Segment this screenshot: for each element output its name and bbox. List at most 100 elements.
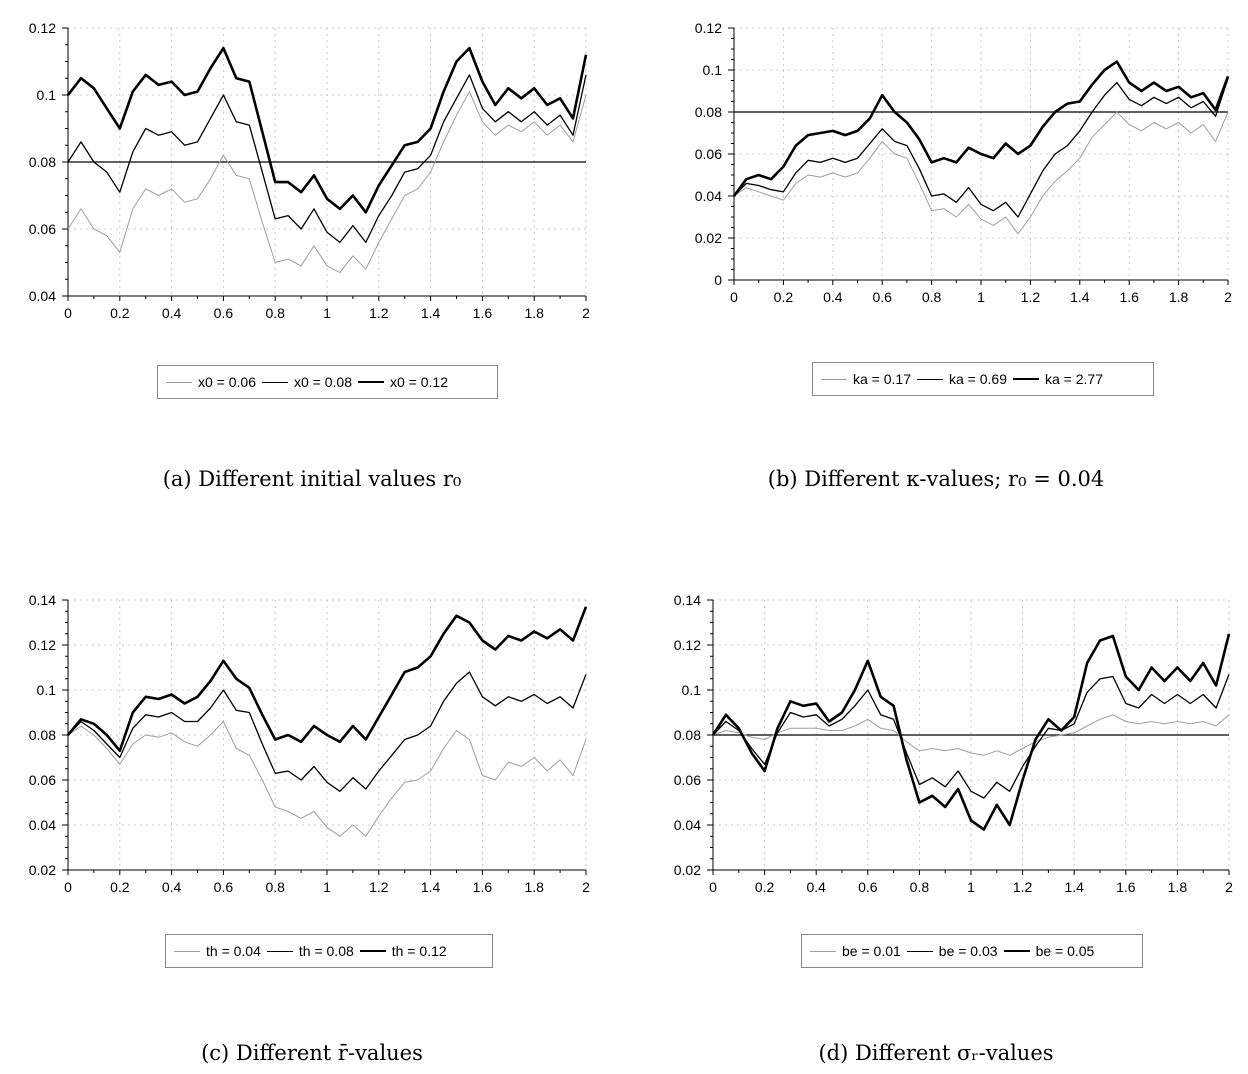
- x-tick-label: 1.2: [1013, 879, 1033, 895]
- x-tick-label: 2: [582, 879, 590, 895]
- x-tick-label: 1: [323, 305, 331, 321]
- legend-swatch: [262, 381, 288, 383]
- x-tick-label: 1.8: [524, 305, 544, 321]
- x-tick-label: 0.8: [922, 289, 942, 305]
- legend-label: x0 = 0.12: [390, 374, 448, 390]
- legend-label: th = 0.04: [206, 943, 261, 959]
- x-tick-label: 0: [709, 879, 717, 895]
- x-tick-label: 1: [323, 879, 331, 895]
- legend-entry: th = 0.12: [359, 943, 447, 959]
- y-tick-label: 0.14: [674, 592, 701, 608]
- legend-entry: ka = 2.77: [1013, 371, 1103, 387]
- x-tick-label: 0: [64, 879, 72, 895]
- x-tick-label: 1.6: [1119, 289, 1139, 305]
- legend-label: be = 0.05: [1035, 943, 1095, 959]
- y-tick-label: 0.1: [682, 682, 702, 698]
- x-tick-label: 0.6: [858, 879, 878, 895]
- legend-swatch: [174, 950, 200, 952]
- x-tick-label: 0.8: [910, 879, 930, 895]
- series-line-1: [733, 111, 1229, 235]
- x-tick-label: 0.4: [823, 289, 843, 305]
- legend-label: be = 0.03: [938, 943, 998, 959]
- legend-swatch: [266, 950, 293, 952]
- legend-label: x0 = 0.08: [294, 374, 352, 390]
- legend-entry: x0 = 0.06: [166, 374, 256, 390]
- x-tick-label: 1.4: [1064, 879, 1084, 895]
- y-tick-label: 0.14: [29, 592, 56, 608]
- chart-panel-b: 0 0.2 0.4 0.6 0.8 1 1.2 1.4 1.6 1.8 2 0 0.02 0.04 0.06…: [624, 0, 1248, 537]
- x-tick-label: 1.6: [473, 879, 493, 895]
- x-tick-label: 1.2: [369, 879, 389, 895]
- series-line-1: [67, 91, 587, 274]
- y-tick-label: 0.12: [695, 20, 722, 36]
- y-tick-label: 0.02: [674, 862, 701, 878]
- x-tick-label: 0.4: [162, 305, 182, 321]
- legend-entry: ka = 0.17: [821, 371, 911, 387]
- chart-panel-c: 0 0.2 0.4 0.6 0.8 1 1.2 1.4 1.6 1.8 2 0.02 0.04 0.06 0…: [0, 537, 624, 1074]
- legend-label: th = 0.12: [391, 943, 447, 959]
- series-line-3: [66, 46, 588, 214]
- legend-label: ka = 0.69: [949, 371, 1007, 387]
- legend-swatch: [1013, 378, 1039, 380]
- legend-swatch: [359, 950, 386, 952]
- y-tick-label: 0.12: [29, 20, 56, 36]
- legend-label: be = 0.01: [842, 943, 901, 959]
- x-tick-label: 2: [1225, 879, 1233, 895]
- series-line-3: [711, 633, 1231, 831]
- y-tick-label: 0.06: [695, 146, 722, 162]
- y-tick-label: 0.02: [29, 862, 56, 878]
- x-tick-label: 1.8: [524, 879, 544, 895]
- legend-entry: be = 0.05: [1003, 943, 1095, 959]
- series-line-1: [712, 714, 1230, 756]
- legend-swatch: [1003, 950, 1030, 952]
- x-tick-label: 1: [977, 289, 985, 305]
- legend-swatch: [917, 378, 943, 380]
- y-tick-label: 0.08: [29, 727, 56, 743]
- x-tick-label: 0: [730, 289, 738, 305]
- y-tick-label: 0.1: [703, 62, 723, 78]
- x-tick-label: 0.2: [774, 289, 794, 305]
- chart-caption: (a) Different initial values r₀: [162, 467, 462, 491]
- plot-area: 0 0.2 0.4 0.6 0.8 1 1.2 1.4 1.6 1.8 2 0 0.02 0.04 0.06…: [695, 20, 1232, 305]
- plot-area: 0 0.2 0.4 0.6 0.8 1 1.2 1.4 1.6 1.8 2 0.02 0.04 0.06 0…: [29, 592, 590, 895]
- legend-label: ka = 0.17: [853, 371, 911, 387]
- legend-swatch: [821, 378, 847, 380]
- x-tick-label: 1.8: [1169, 289, 1189, 305]
- x-tick-label: 0.4: [162, 879, 182, 895]
- series-line-3: [732, 60, 1230, 197]
- legend-swatch: [810, 950, 836, 952]
- legend-label: ka = 2.77: [1045, 371, 1103, 387]
- legend: x0 = 0.06 x0 = 0.08 x0 = 0.12: [157, 365, 498, 399]
- series-line-2: [67, 671, 587, 792]
- x-tick-label: 1.8: [1168, 879, 1188, 895]
- legend: ka = 0.17 ka = 0.69 ka = 2.77: [812, 362, 1154, 396]
- legend-swatch: [906, 950, 933, 952]
- legend-swatch: [166, 381, 192, 383]
- series-line-3: [66, 606, 588, 753]
- chart-caption: (c) Different r̄-values: [201, 1041, 423, 1065]
- legend-entry: th = 0.04: [174, 943, 261, 959]
- x-tick-label: 1.6: [1116, 879, 1136, 895]
- series-line-1: [67, 721, 587, 837]
- x-tick-label: 1.4: [1070, 289, 1090, 305]
- chart-caption: (d) Different σᵣ-values: [818, 1041, 1054, 1065]
- x-tick-label: 0: [64, 305, 72, 321]
- legend-label: x0 = 0.06: [198, 374, 256, 390]
- y-tick-label: 0.08: [674, 727, 701, 743]
- chart-caption: (b) Different κ-values; r₀ = 0.04: [767, 467, 1105, 491]
- x-tick-label: 0.2: [755, 879, 775, 895]
- x-tick-label: 0.2: [110, 879, 130, 895]
- y-tick-label: 0.02: [695, 230, 722, 246]
- y-tick-label: 0.1: [37, 682, 57, 698]
- legend-entry: be = 0.01: [810, 943, 901, 959]
- x-tick-label: 1.4: [421, 879, 441, 895]
- legend-swatch: [358, 381, 384, 383]
- x-tick-label: 1.6: [473, 305, 493, 321]
- x-tick-label: 1.4: [421, 305, 441, 321]
- y-tick-label: 0.04: [695, 188, 722, 204]
- legend-entry: th = 0.08: [266, 943, 354, 959]
- y-tick-label: 0.04: [29, 288, 56, 304]
- x-tick-label: 0.2: [110, 305, 130, 321]
- plot-area: 0 0.2 0.4 0.6 0.8 1 1.2 1.4 1.6 1.8 2 0.02 0.04 0.06 0…: [674, 592, 1233, 895]
- x-tick-label: 0.6: [872, 289, 892, 305]
